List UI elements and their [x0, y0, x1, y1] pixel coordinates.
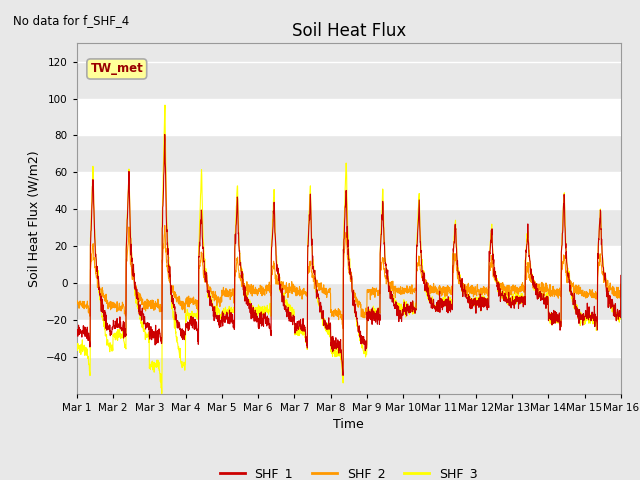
- SHF_1: [570, 302, 577, 308]
- SHF_2: [365, 287, 372, 292]
- SHF_1: [161, 132, 168, 137]
- SHF_3: [158, 391, 166, 396]
- SHF_1: [73, 327, 81, 333]
- SHF_2: [161, 223, 168, 228]
- SHF_3: [161, 102, 169, 108]
- Text: TW_met: TW_met: [90, 62, 143, 75]
- X-axis label: Time: Time: [333, 418, 364, 431]
- Line: SHF_1: SHF_1: [77, 134, 621, 375]
- SHF_2: [617, 281, 625, 287]
- SHF_3: [584, 317, 592, 323]
- SHF_2: [570, 282, 577, 288]
- SHF_3: [377, 237, 385, 242]
- SHF_1: [377, 237, 385, 242]
- SHF_1: [508, 305, 515, 311]
- SHF_3: [225, 311, 233, 317]
- Y-axis label: Soil Heat Flux (W/m2): Soil Heat Flux (W/m2): [28, 150, 40, 287]
- Bar: [77, 98, 621, 135]
- SHF_3: [508, 298, 515, 304]
- SHF_1: [365, 313, 372, 319]
- Line: SHF_3: SHF_3: [77, 105, 621, 394]
- SHF_2: [225, 291, 232, 297]
- SHF_3: [365, 307, 372, 312]
- SHF_3: [617, 282, 625, 288]
- Text: No data for f_SHF_4: No data for f_SHF_4: [13, 14, 129, 27]
- SHF_1: [617, 273, 625, 278]
- Legend: SHF_1, SHF_2, SHF_3: SHF_1, SHF_2, SHF_3: [214, 462, 483, 480]
- SHF_2: [339, 326, 347, 332]
- Title: Soil Heat Flux: Soil Heat Flux: [292, 22, 406, 40]
- SHF_2: [508, 284, 515, 289]
- Bar: [77, 320, 621, 357]
- SHF_2: [73, 299, 81, 305]
- Line: SHF_2: SHF_2: [77, 226, 621, 329]
- SHF_2: [377, 259, 385, 265]
- SHF_3: [570, 292, 577, 298]
- Bar: [77, 172, 621, 209]
- Bar: [77, 246, 621, 283]
- SHF_3: [73, 347, 81, 352]
- SHF_1: [584, 315, 592, 321]
- SHF_2: [584, 292, 592, 298]
- SHF_1: [339, 372, 347, 378]
- SHF_1: [225, 320, 232, 326]
